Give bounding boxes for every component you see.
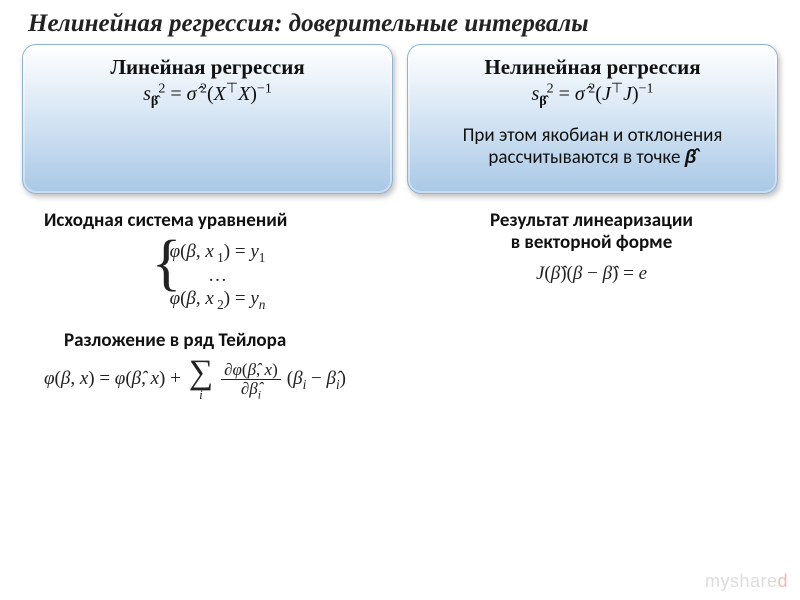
- system-row-n: φ(β, x 2) = yn: [170, 287, 266, 311]
- taylor-eq: φ(β, x) = φ(β̂, x) + ∑ i ∂φ(β̂, x) ∂β̂i …: [26, 358, 774, 400]
- panel-row: Линейная регрессия sβ̂2 = σ̂ 2(X⊤X)−1 Не…: [0, 44, 800, 194]
- content-row: Исходная система уравнений { φ(β, x 1) =…: [0, 194, 800, 311]
- panel-nonlinear-title: Нелинейная регрессия: [420, 55, 765, 80]
- taylor-tail: (βi − β̂i): [287, 368, 346, 390]
- col-system: Исходная система уравнений { φ(β, x 1) =…: [26, 210, 391, 311]
- system-title: Исходная система уравнений: [26, 210, 391, 232]
- watermark-text: myshare: [705, 571, 778, 591]
- watermark: myshared: [705, 571, 788, 592]
- taylor-fraction: ∂φ(β̂, x) ∂β̂i: [221, 361, 281, 398]
- linearization-eq: J(β̂)(β − β̂) = e: [409, 262, 774, 286]
- taylor-section: Разложение в ряд Тейлора φ(β, x) = φ(β̂,…: [0, 311, 800, 400]
- panel-linear: Линейная регрессия sβ̂2 = σ̂ 2(X⊤X)−1: [22, 44, 393, 194]
- brace-icon: {: [152, 234, 182, 293]
- slide-title: Нелинейная регрессия: доверительные инте…: [0, 0, 800, 44]
- sum-icon: ∑ i: [189, 358, 213, 400]
- panel-nonlinear: Нелинейная регрессия sβ̂2 = σ̂ 2(J⊤J)−1 …: [407, 44, 778, 194]
- system-row-dots: …: [170, 264, 266, 288]
- watermark-red: d: [777, 571, 788, 591]
- system-row-1: φ(β, x 1) = y1: [170, 240, 266, 264]
- taylor-title: Разложение в ряд Тейлора: [26, 329, 774, 352]
- col-linearization: Результат линеаризациив векторной форме …: [409, 210, 774, 311]
- panel-linear-title: Линейная регрессия: [35, 55, 380, 80]
- panel-nonlinear-note: При этом якобиан и отклонениярассчитываю…: [420, 125, 765, 169]
- linearization-title: Результат линеаризациив векторной форме: [409, 210, 774, 254]
- panel-linear-formula: sβ̂2 = σ̂ 2(X⊤X)−1: [35, 82, 380, 107]
- panel-nonlinear-formula: sβ̂2 = σ̂ 2(J⊤J)−1: [420, 82, 765, 107]
- taylor-lhs: φ(β, x) = φ(β̂, x) +: [44, 368, 181, 390]
- system-equations: { φ(β, x 1) = y1 … φ(β, x 2) = yn: [26, 240, 391, 311]
